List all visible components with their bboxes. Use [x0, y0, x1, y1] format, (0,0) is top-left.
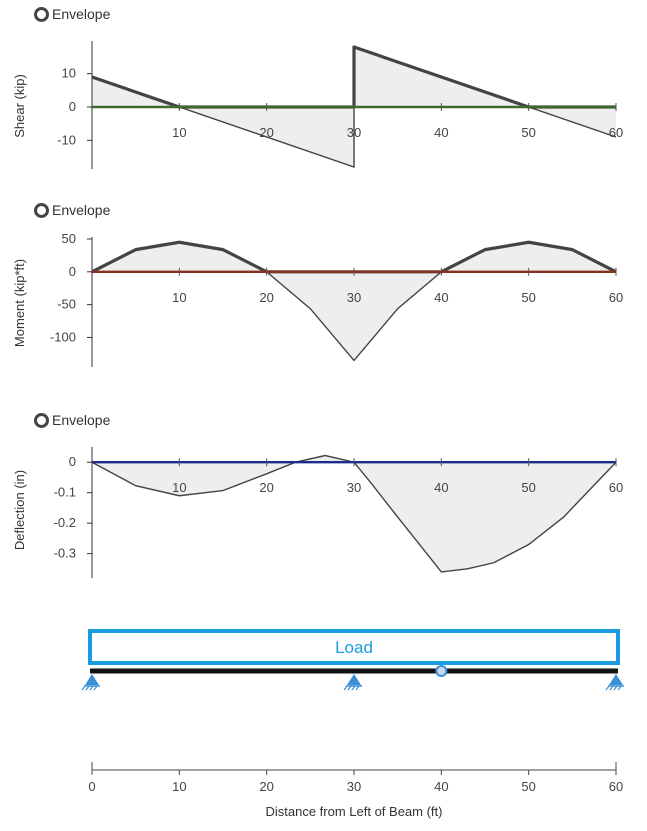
shear-y-tick-label: 0 — [69, 99, 76, 114]
moment-x-tick-label: 60 — [609, 290, 623, 305]
beam-x-tick-label: 50 — [521, 779, 535, 794]
moment-y-tick-label: -50 — [57, 297, 76, 312]
moment-x-tick-label: 30 — [347, 290, 361, 305]
deflection-y-tick-label: -0.2 — [54, 515, 76, 530]
deflection-x-tick-label: 20 — [259, 480, 273, 495]
deflection-chart — [87, 447, 617, 578]
beam-x-tick-label: 60 — [609, 779, 623, 794]
moment-y-tick-label: 50 — [62, 231, 76, 246]
shear-x-tick-label: 20 — [259, 125, 273, 140]
pin-support-icon — [605, 674, 624, 691]
shear-envelope-label: Envelope — [52, 6, 111, 22]
deflection-x-tick-label: 40 — [434, 480, 448, 495]
beam-x-tick-label: 20 — [259, 779, 273, 794]
deflection-curve — [91, 454, 617, 573]
radio-icon[interactable] — [34, 202, 49, 218]
deflection-y-tick-label: -0.3 — [54, 546, 76, 561]
moment-x-tick-label: 40 — [434, 290, 448, 305]
deflection-y-tick-label: -0.1 — [54, 485, 76, 500]
moment-y-axis-label: Moment (kip*ft) — [12, 259, 27, 347]
moment-x-tick-label: 10 — [172, 290, 186, 305]
pin-support-icon — [343, 674, 362, 691]
deflection-y-axis-label: Deflection (in) — [12, 470, 27, 550]
beam-x-tick-label: 10 — [172, 779, 186, 794]
shear-y-axis-label: Shear (kip) — [12, 74, 27, 138]
shear-x-tick-label: 40 — [434, 125, 448, 140]
moment-envelope-label: Envelope — [52, 202, 111, 218]
beam-x-tick-label: 40 — [434, 779, 448, 794]
shear-envelope-line — [91, 45, 616, 109]
shear-y-tick-label: -10 — [57, 132, 76, 147]
deflection-envelope-toggle[interactable]: Envelope — [34, 412, 110, 428]
deflection-x-tick-label: 30 — [347, 480, 361, 495]
hinge-icon — [435, 665, 448, 677]
shear-x-tick-label: 30 — [347, 125, 361, 140]
moment-chart — [87, 237, 617, 367]
deflection-envelope-label: Envelope — [52, 412, 111, 428]
moment-y-tick-label: -100 — [50, 329, 76, 344]
shear-x-tick-label: 10 — [172, 125, 186, 140]
moment-x-tick-label: 50 — [521, 290, 535, 305]
radio-icon[interactable] — [34, 412, 49, 428]
deflection-x-tick-label: 50 — [521, 480, 535, 495]
distributed-load-box — [88, 629, 620, 665]
moment-x-tick-label: 20 — [259, 290, 273, 305]
moment-y-tick-label: 0 — [69, 264, 76, 279]
shear-envelope-toggle[interactable]: Envelope — [34, 6, 110, 22]
beam-x-axis-label: Distance from Left of Beam (ft) — [265, 804, 442, 819]
moment-envelope-toggle[interactable]: Envelope — [34, 202, 110, 218]
beam-x-tick-label: 0 — [88, 779, 95, 794]
load-label: Load — [335, 638, 373, 657]
beam-x-tick-label: 30 — [347, 779, 361, 794]
pin-support-icon — [81, 674, 100, 691]
shear-y-tick-label: 10 — [62, 66, 76, 81]
shear-x-tick-label: 60 — [609, 125, 623, 140]
shear-x-tick-label: 50 — [521, 125, 535, 140]
deflection-x-tick-label: 10 — [172, 480, 186, 495]
deflection-area — [92, 455, 616, 572]
shear-chart — [87, 41, 617, 169]
deflection-x-tick-label: 60 — [609, 480, 623, 495]
deflection-y-tick-label: 0 — [69, 454, 76, 469]
radio-icon[interactable] — [34, 6, 49, 22]
